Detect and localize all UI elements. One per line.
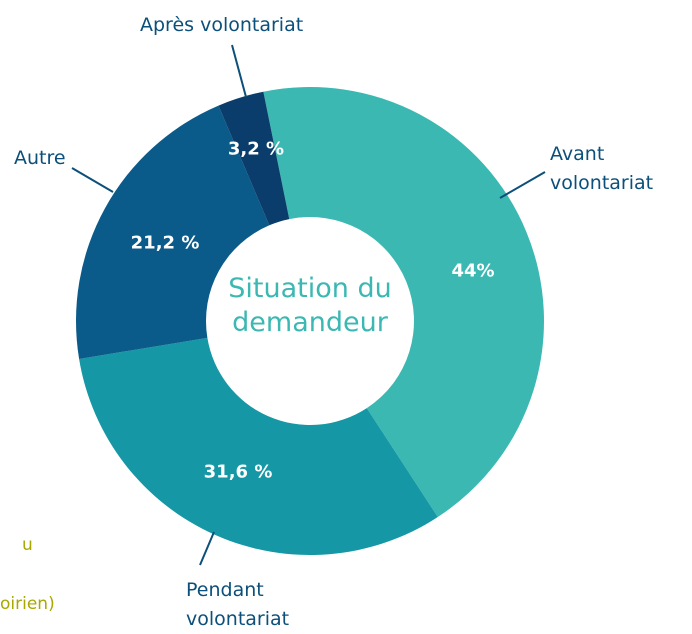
category-label: Après volontariat: [140, 14, 304, 36]
leader-line: [499, 171, 546, 199]
slice: [218, 91, 290, 226]
slice: [76, 105, 270, 359]
slice: [263, 86, 545, 518]
leader-line: [199, 531, 215, 566]
center-label: Situation du demandeur: [228, 273, 392, 338]
data-label: 3,2 %: [227, 138, 285, 160]
data-label: 21,2 %: [130, 232, 200, 254]
data-label: 44%: [451, 260, 495, 282]
slice: [79, 337, 438, 556]
category-label: Avant volontariat: [550, 143, 654, 194]
leader-line: [231, 44, 247, 98]
category-label: Pendant volontariat: [186, 579, 290, 630]
leader-line: [71, 167, 114, 193]
legend-fragment: u: [22, 535, 33, 555]
legend-fragment: oirien): [0, 594, 55, 614]
data-label: 31,6 %: [203, 461, 273, 483]
category-label: Autre: [14, 147, 66, 169]
